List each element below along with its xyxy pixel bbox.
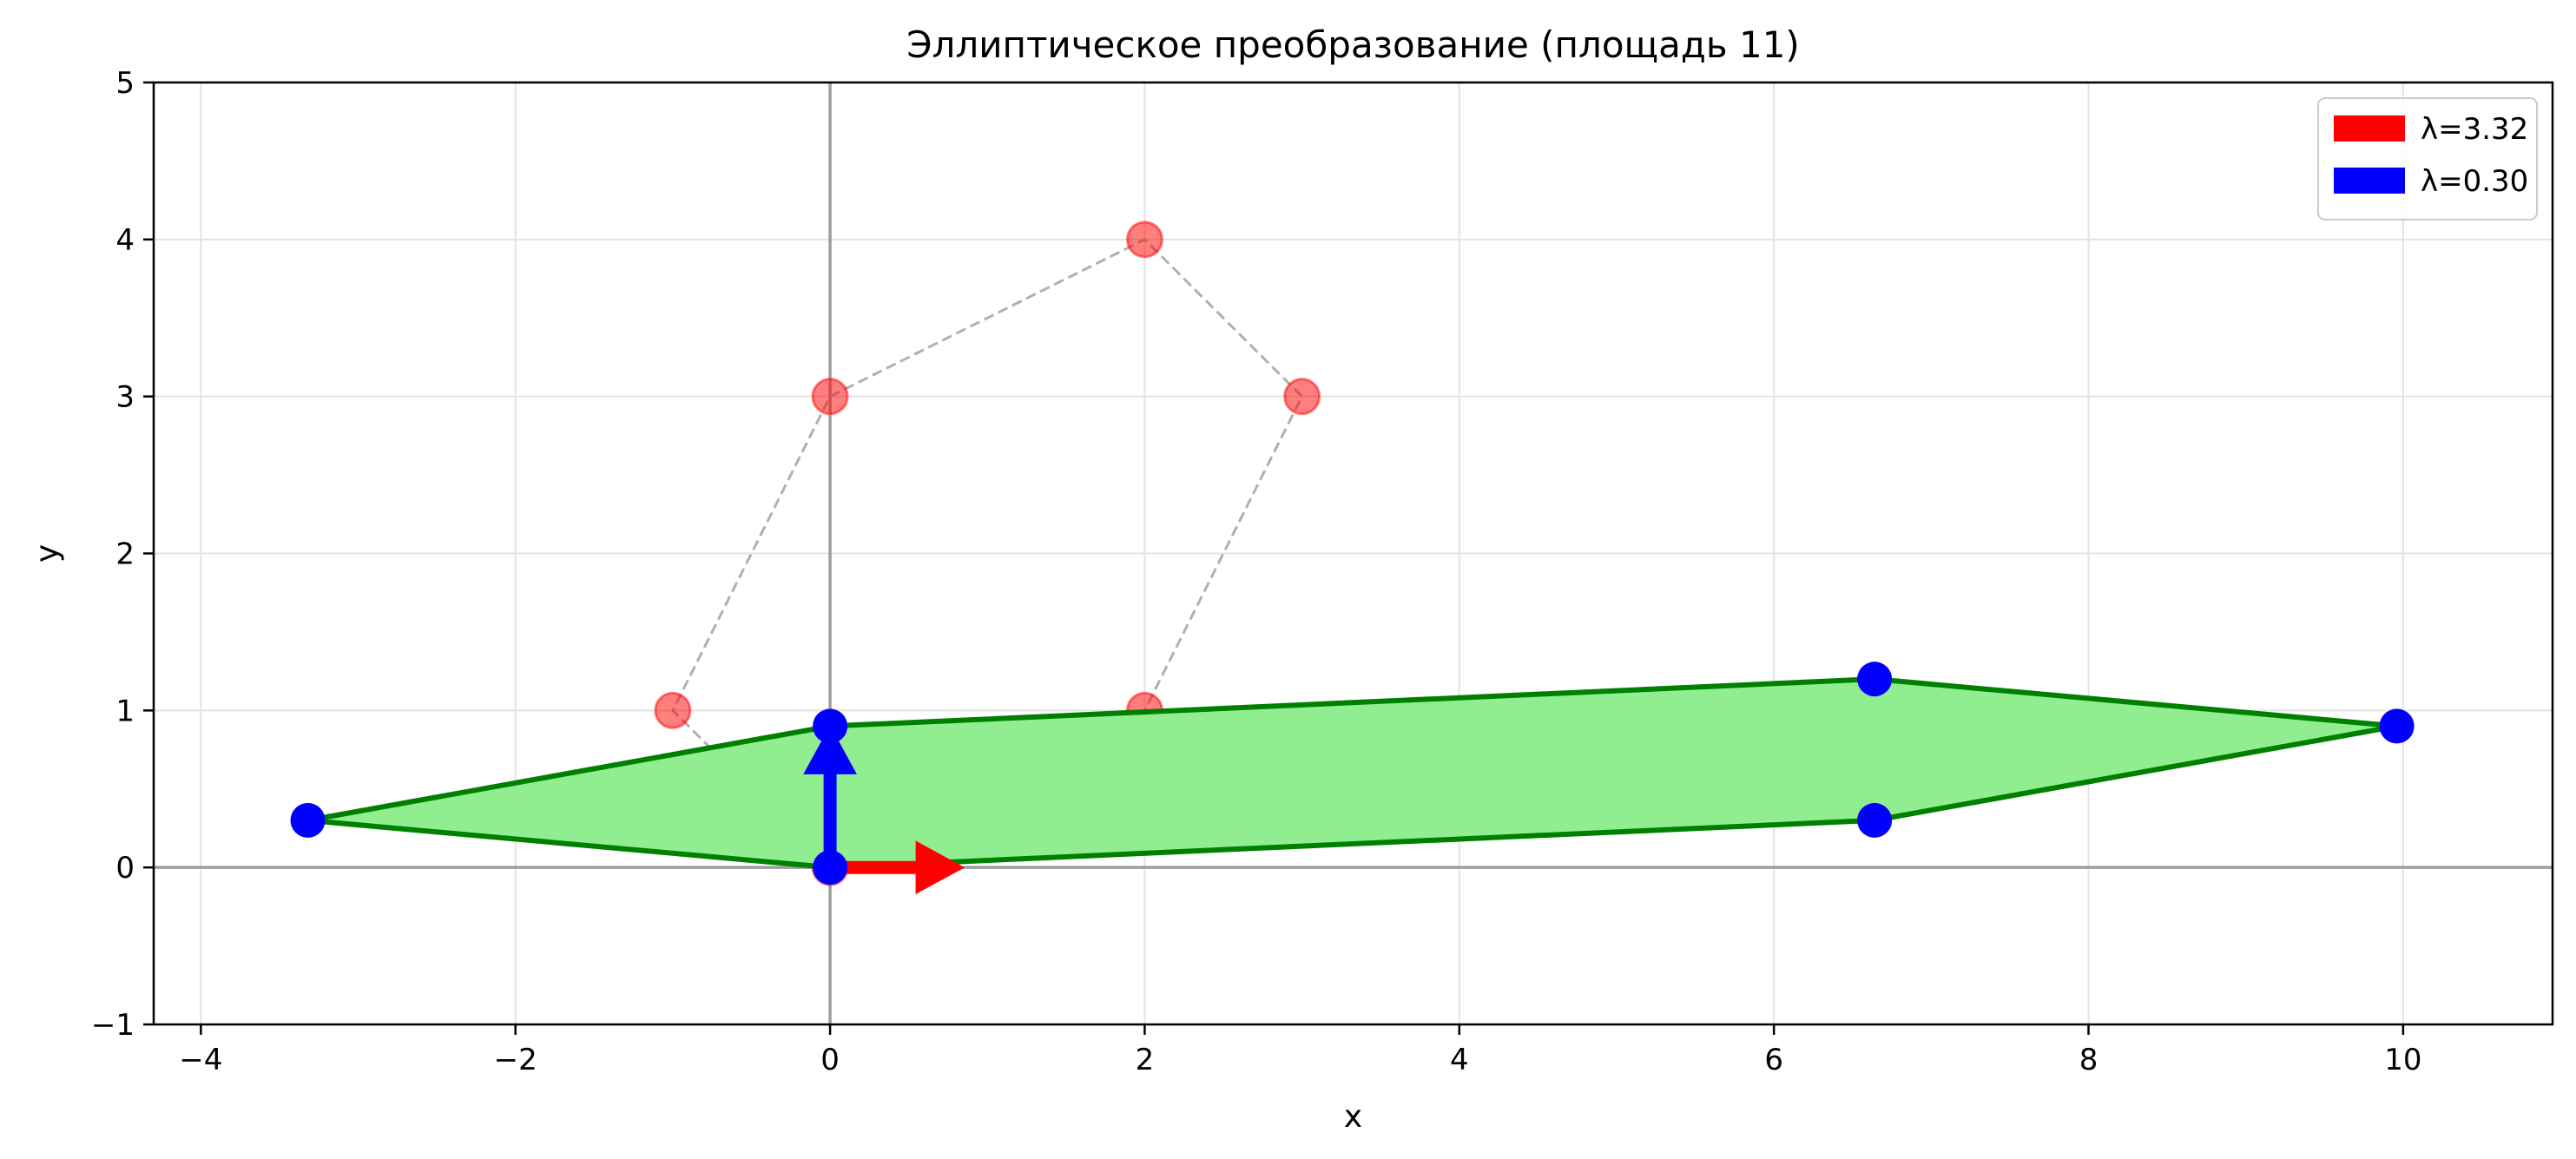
original-point xyxy=(1283,378,1321,416)
transformed-point xyxy=(290,802,326,838)
chart-title: Эллиптическое преобразование (площадь 11… xyxy=(906,23,1800,66)
legend-swatch xyxy=(2334,168,2405,194)
transformed-point xyxy=(813,708,848,744)
transformed-points xyxy=(290,662,2415,886)
x-axis-ticks: −4 −2 0 2 4 6 8 10 xyxy=(179,1024,2422,1077)
x-axis-label: x xyxy=(1344,1099,1362,1135)
x-tick-label: 4 xyxy=(1450,1043,1469,1077)
y-tick-label: −1 xyxy=(91,1008,135,1043)
original-point xyxy=(1125,221,1163,259)
transformed-point xyxy=(1857,802,1893,838)
transformed-polygon-shape xyxy=(305,676,2400,871)
original-point xyxy=(811,378,849,416)
legend-swatch xyxy=(2334,115,2405,142)
x-tick-label: −4 xyxy=(179,1043,222,1077)
transformed-point xyxy=(2379,708,2415,744)
y-tick-label: 0 xyxy=(115,851,135,886)
y-tick-label: 3 xyxy=(115,380,135,415)
x-tick-label: −2 xyxy=(494,1043,537,1077)
x-tick-label: 2 xyxy=(1136,1043,1155,1077)
original-point xyxy=(654,691,692,729)
transformed-point xyxy=(813,850,848,886)
transformed-point xyxy=(1857,662,1893,697)
grid xyxy=(154,82,2553,1025)
x-tick-label: 6 xyxy=(1764,1043,1783,1077)
x-tick-label: 8 xyxy=(2079,1043,2098,1077)
y-tick-label: 1 xyxy=(115,694,135,728)
legend-label: λ=0.30 xyxy=(2421,164,2528,199)
y-axis-ticks: −1 0 1 2 3 4 5 xyxy=(91,66,154,1043)
x-tick-label: 0 xyxy=(820,1043,840,1077)
y-tick-label: 4 xyxy=(115,223,135,258)
y-tick-label: 2 xyxy=(115,537,135,572)
legend: λ=3.32 λ=0.30 xyxy=(2317,97,2538,221)
legend-label: λ=3.32 xyxy=(2421,112,2528,147)
transformed-polygon xyxy=(305,676,2400,871)
x-tick-label: 10 xyxy=(2384,1043,2421,1077)
y-tick-label: 5 xyxy=(115,66,135,101)
y-axis-label: y xyxy=(30,544,65,563)
